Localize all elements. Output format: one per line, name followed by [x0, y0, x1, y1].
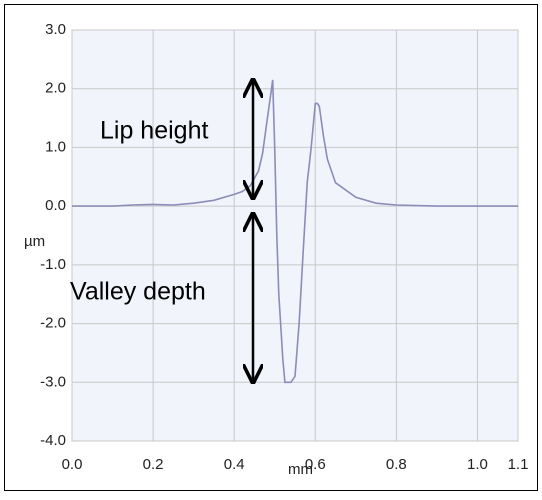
x-tick-label: 0.8 — [386, 456, 407, 473]
y-tick-label: -1.0 — [40, 256, 66, 273]
y-tick-label: -3.0 — [40, 373, 66, 390]
y-tick-label: 1.0 — [45, 138, 66, 155]
x-tick-label: 0.2 — [143, 456, 164, 473]
y-tick-label: 2.0 — [45, 80, 66, 97]
plot-area — [71, 29, 519, 442]
x-tick-label: 1.1 — [508, 456, 529, 473]
y-tick-label: -2.0 — [40, 315, 66, 332]
frame — [4, 4, 538, 491]
x-tick-label: 0.6 — [305, 456, 326, 473]
data-line — [72, 79, 518, 384]
y-tick-label: -4.0 — [40, 432, 66, 449]
x-axis-label: mm — [288, 461, 313, 478]
x-tick-label: 0.0 — [62, 456, 83, 473]
annotation: Lip height — [100, 117, 208, 145]
x-tick-label: 0.4 — [224, 456, 245, 473]
annotation: Valley depth — [70, 278, 206, 306]
x-tick-label: 1.0 — [467, 456, 488, 473]
y-tick-label: 3.0 — [45, 21, 66, 38]
y-tick-label: 0.0 — [45, 197, 66, 214]
y-axis-label: µm — [24, 233, 45, 250]
